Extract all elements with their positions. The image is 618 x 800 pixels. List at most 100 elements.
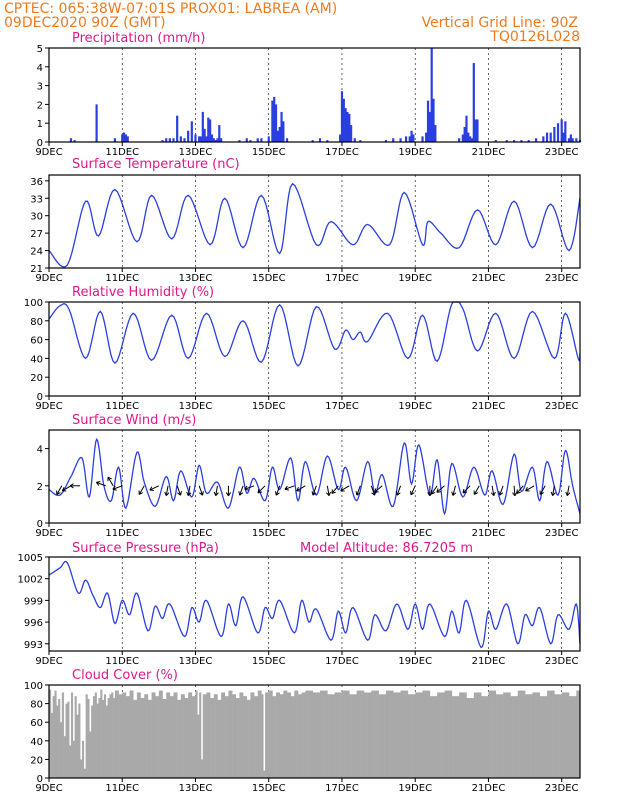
y-tick-label: 1002 <box>18 575 43 586</box>
cloud-bar <box>428 690 431 778</box>
cloud-bar <box>118 694 121 778</box>
precipitation-title: Precipitation (mm/h) <box>72 31 205 46</box>
cloud-bar <box>325 690 328 778</box>
precip-bar <box>124 134 128 142</box>
cloud-bar <box>100 689 103 778</box>
wind-arrow-head <box>112 485 117 491</box>
cloud-bar <box>437 692 440 778</box>
wind-arrow-head <box>164 491 170 496</box>
cloud-bar <box>296 690 299 778</box>
cloud-bar <box>561 692 564 778</box>
x-tick-label: 19DEC <box>398 273 432 284</box>
wind-arrow-shaft <box>176 485 182 496</box>
cloud-bar <box>376 690 379 778</box>
cloud-bar <box>184 698 187 778</box>
precip-bar <box>469 136 472 142</box>
precip-bar <box>494 140 497 142</box>
x-tick-label: 21DEC <box>472 401 506 412</box>
cloud-bar <box>96 703 99 778</box>
precip-bar <box>549 132 552 142</box>
precip-bar <box>121 134 124 142</box>
cloud-bar <box>261 694 264 778</box>
precip-bar <box>505 140 508 142</box>
cloud-bar <box>70 692 74 778</box>
precip-bar <box>249 140 252 142</box>
x-tick-label: 13DEC <box>179 528 213 539</box>
precip-bar <box>571 138 574 142</box>
x-tick-label: 11DEC <box>105 528 139 539</box>
cloud-bar <box>221 692 224 778</box>
x-tick-label: 19DEC <box>398 147 432 158</box>
panel-5: 0 20 40 60 80 100 9DEC 11DEC 13DEC 15DEC 17DEC 19DE… <box>24 681 581 794</box>
precip-bar <box>273 96 276 142</box>
y-tick-label: 1 <box>37 119 43 130</box>
cloud-bar <box>457 696 460 778</box>
precip-bar <box>214 140 217 142</box>
wind-arrow-shaft <box>396 485 402 496</box>
precip-bar <box>432 98 435 142</box>
cloud-bar <box>94 692 97 778</box>
cloud-bar <box>111 692 114 778</box>
cloud-bar <box>446 690 449 778</box>
cloud-bar <box>459 692 462 778</box>
x-tick-label: 23DEC <box>545 783 579 794</box>
cloud-bar <box>54 690 57 778</box>
precip-bar <box>353 138 356 142</box>
precip-bar <box>569 134 572 142</box>
wind-arrow <box>61 485 72 492</box>
x-tick-label: 13DEC <box>179 401 213 412</box>
cloud-bar <box>138 692 141 778</box>
precip-bar <box>346 111 349 142</box>
cloud-bar <box>188 692 191 778</box>
cloud-bar <box>166 692 169 778</box>
precip-bar <box>344 108 347 142</box>
x-tick-label: 15DEC <box>252 273 286 284</box>
cloud-bar <box>290 696 293 778</box>
wind-arrow-shaft <box>326 485 330 496</box>
cloud-bar <box>508 692 511 778</box>
precip-bar <box>203 128 206 142</box>
cloud-bar <box>191 696 194 778</box>
wind-arrow-shaft <box>410 485 416 496</box>
precip-bar <box>412 134 415 142</box>
x-tick-label: 15DEC <box>252 528 286 539</box>
y-tick-label: 21 <box>30 264 43 275</box>
wind-arrow <box>138 485 145 495</box>
cloud-bar <box>497 694 500 778</box>
cloud-bar <box>550 690 553 778</box>
cloud-bar <box>424 690 427 778</box>
cloud-bar <box>233 694 237 778</box>
cloud-bar <box>171 696 174 778</box>
cloud-bar <box>515 696 519 778</box>
cloud-bar <box>462 692 465 778</box>
header-date: 09DEC2020 90Z (GMT) <box>4 15 166 31</box>
wind-arrow-shaft <box>56 485 63 495</box>
y-tick-label: 0 <box>37 138 43 149</box>
cloud-bar <box>102 699 105 778</box>
wind-arrow-shaft <box>340 485 350 492</box>
wind-arrow-shaft <box>96 481 106 487</box>
x-tick-label: 13DEC <box>179 147 213 158</box>
wind-arrow <box>462 485 471 494</box>
wind-arrow <box>198 485 204 496</box>
cloud-bar <box>309 690 312 778</box>
cloud-bar <box>299 694 302 778</box>
cloud-bar <box>369 692 372 778</box>
cloud-bar <box>362 690 365 778</box>
precip-bar <box>176 115 179 142</box>
cloud-bar <box>526 694 530 778</box>
cloud-bar <box>235 698 238 778</box>
temperature-title: Surface Temperature (nC) <box>72 157 240 172</box>
cloud-bar <box>574 696 577 778</box>
cloud-bar <box>435 696 438 778</box>
wind-arrow-shaft <box>539 485 546 495</box>
cloud-bar <box>72 740 75 778</box>
wind-arrow-head <box>177 491 182 496</box>
cloud-bar <box>545 696 548 778</box>
y-tick-label: 2 <box>37 100 43 111</box>
wind-arrow-head <box>340 487 345 492</box>
x-tick-label: 17DEC <box>325 656 359 667</box>
y-tick-label: 4 <box>37 63 43 74</box>
series-line <box>48 560 581 649</box>
